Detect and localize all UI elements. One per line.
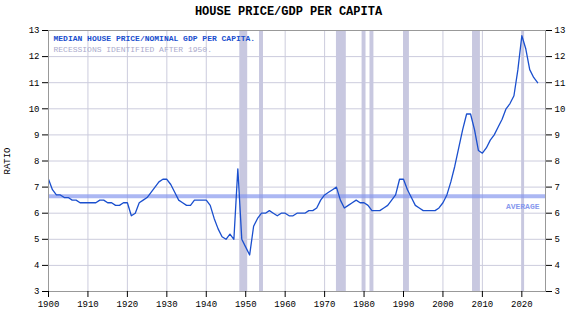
svg-text:1920: 1920 bbox=[117, 300, 139, 310]
svg-text:1910: 1910 bbox=[77, 300, 99, 310]
svg-text:1940: 1940 bbox=[195, 300, 217, 310]
svg-text:RECESSIONS IDENTIFIED AFTER 19: RECESSIONS IDENTIFIED AFTER 1950. bbox=[54, 45, 212, 54]
svg-text:5: 5 bbox=[555, 235, 560, 245]
svg-text:1900: 1900 bbox=[38, 300, 60, 310]
svg-text:2010: 2010 bbox=[472, 300, 494, 310]
html-text:HOUSE PRICE/GDP PER CAPITA: HOUSE PRICE/GDP PER CAPITA bbox=[194, 5, 383, 19]
svg-text:7: 7 bbox=[555, 183, 560, 193]
svg-text:13: 13 bbox=[29, 26, 40, 36]
svg-text:4: 4 bbox=[34, 261, 39, 271]
svg-text:6: 6 bbox=[34, 209, 39, 219]
svg-text:1960: 1960 bbox=[274, 300, 296, 310]
svg-text:2000: 2000 bbox=[432, 300, 454, 310]
svg-text:8: 8 bbox=[555, 157, 560, 167]
svg-text:12: 12 bbox=[29, 52, 40, 62]
svg-text:12: 12 bbox=[555, 52, 566, 62]
svg-text:1930: 1930 bbox=[156, 300, 178, 310]
svg-text:13: 13 bbox=[555, 26, 566, 36]
svg-text:4: 4 bbox=[555, 261, 560, 271]
svg-text:8: 8 bbox=[34, 157, 39, 167]
svg-text:11: 11 bbox=[555, 79, 566, 89]
svg-text:10: 10 bbox=[555, 105, 566, 115]
svg-text:6: 6 bbox=[555, 209, 560, 219]
svg-text:1980: 1980 bbox=[353, 300, 375, 310]
svg-text:7: 7 bbox=[34, 183, 39, 193]
svg-text:2020: 2020 bbox=[511, 300, 533, 310]
svg-text:3: 3 bbox=[34, 287, 39, 297]
svg-text:1970: 1970 bbox=[314, 300, 336, 310]
svg-text:1990: 1990 bbox=[393, 300, 415, 310]
svg-text:9: 9 bbox=[555, 131, 560, 141]
svg-text:RATIO: RATIO bbox=[3, 147, 13, 174]
svg-text:AVERAGE: AVERAGE bbox=[506, 202, 540, 211]
svg-text:10: 10 bbox=[29, 105, 40, 115]
svg-text:1950: 1950 bbox=[235, 300, 257, 310]
svg-text:3: 3 bbox=[555, 287, 560, 297]
svg-text:11: 11 bbox=[29, 79, 40, 89]
svg-text:MEDIAN HOUSE PRICE/NOMINAL GDP: MEDIAN HOUSE PRICE/NOMINAL GDP PER CAPIT… bbox=[54, 34, 256, 43]
svg-text:5: 5 bbox=[34, 235, 39, 245]
svg-text:9: 9 bbox=[34, 131, 39, 141]
